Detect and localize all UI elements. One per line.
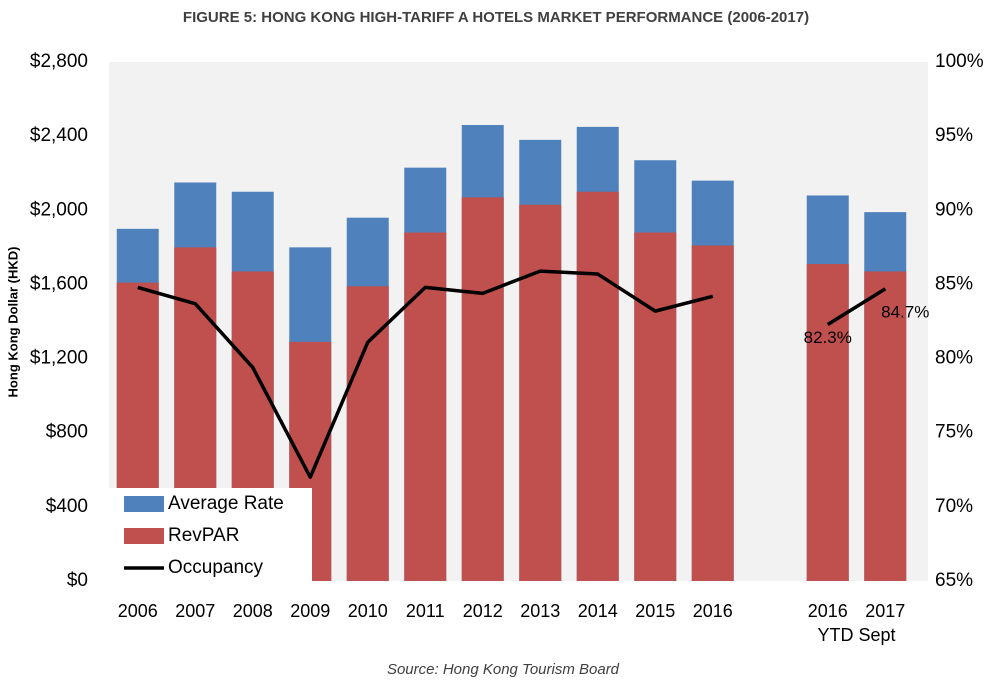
bar xyxy=(404,232,447,581)
y-tick-label: $0 xyxy=(67,570,88,591)
y-axis-label: Hong Kong Dollar (HKD) xyxy=(5,247,20,398)
bar xyxy=(806,264,849,581)
y2-tick-label: 80% xyxy=(935,348,973,369)
y2-tick-label: 75% xyxy=(935,422,973,443)
bar xyxy=(576,191,619,581)
y2-tick-label: 85% xyxy=(935,273,973,294)
group-label: YTD Sept xyxy=(817,625,895,645)
bar xyxy=(346,286,389,581)
y2-tick-label: 100% xyxy=(935,51,984,72)
x-tick-label: 2015 xyxy=(635,601,675,621)
bar xyxy=(519,204,562,581)
x-tick-label: 2011 xyxy=(406,601,445,621)
y-tick-label: $800 xyxy=(46,422,88,443)
y2-tick-label: 95% xyxy=(935,125,973,146)
y-tick-label: $1,600 xyxy=(30,273,88,294)
line xyxy=(137,269,887,479)
y2-tick-label: 90% xyxy=(935,199,973,220)
x-tick-label: 2006 xyxy=(118,601,158,621)
x-tick-label: 2010 xyxy=(348,601,388,621)
bar xyxy=(864,271,907,581)
x-tick-label: 2016 xyxy=(808,601,848,621)
x-tick-label: 2017 xyxy=(865,601,905,621)
bar xyxy=(691,245,734,581)
bar xyxy=(461,197,504,581)
x-tick-label: 2007 xyxy=(175,601,215,621)
y-tick-label: $2,000 xyxy=(30,199,88,220)
data-label: 84.7% xyxy=(881,302,929,321)
x-tick-label: 2012 xyxy=(463,601,503,621)
y-tick-label: $2,800 xyxy=(30,51,88,72)
x-tick-label: 2016 xyxy=(693,601,733,621)
x-tick-label: 2008 xyxy=(233,601,273,621)
legend-swatch xyxy=(124,528,164,544)
legend-label: Occupancy xyxy=(168,557,264,578)
source-note: Source: Hong Kong Tourism Board xyxy=(387,661,620,678)
y2-tick-label: 70% xyxy=(935,496,973,517)
x-tick-label: 2013 xyxy=(520,601,560,621)
y-tick-label: $1,200 xyxy=(30,348,88,369)
bar xyxy=(634,232,677,581)
x-tick-label: 2014 xyxy=(578,601,618,621)
y-tick-label: $2,400 xyxy=(30,125,88,146)
x-tick-label: 2009 xyxy=(290,601,330,621)
legend-label: Average Rate xyxy=(168,493,284,514)
data-label: 82.3% xyxy=(804,328,852,347)
y-tick-label: $400 xyxy=(46,496,88,517)
y2-tick-label: 65% xyxy=(935,570,973,591)
legend-swatch xyxy=(124,496,164,512)
legend-label: RevPAR xyxy=(168,525,239,546)
chart-title: FIGURE 5: HONG KONG HIGH-TARIFF A HOTELS… xyxy=(183,9,809,26)
